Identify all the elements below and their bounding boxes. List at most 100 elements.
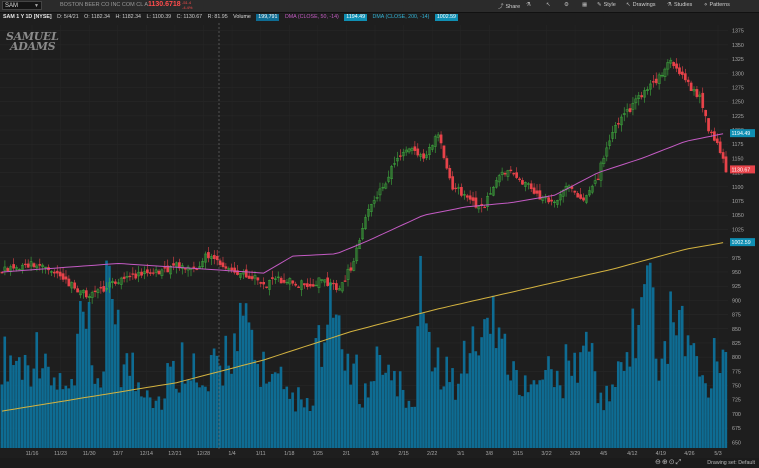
price-change: -51.4 -4.4% bbox=[182, 0, 192, 10]
candle-body bbox=[596, 178, 600, 181]
candle-body bbox=[451, 176, 455, 190]
change-abs: -51.4 bbox=[182, 0, 192, 5]
candle-body bbox=[73, 282, 77, 289]
price-tick-label: 950 bbox=[732, 270, 741, 276]
candle-body bbox=[509, 169, 513, 172]
volume-bar bbox=[555, 370, 559, 448]
candle-body bbox=[230, 267, 234, 271]
zoom-reset-icon[interactable]: ⊙ bbox=[668, 459, 676, 466]
volume-bar bbox=[236, 351, 239, 448]
volume-bar bbox=[323, 342, 326, 448]
zoom-out-icon[interactable]: ⊖ bbox=[655, 459, 662, 466]
volume-bar bbox=[611, 384, 614, 448]
volume-bar bbox=[3, 336, 7, 448]
studies-label: Studies bbox=[673, 2, 693, 8]
volume-bar bbox=[227, 365, 230, 448]
volume-bar bbox=[352, 363, 355, 448]
candle-body bbox=[305, 283, 309, 287]
grid-button[interactable]: ▦ bbox=[582, 2, 589, 8]
settings-button[interactable]: ⚙ bbox=[564, 2, 571, 8]
volume-bar bbox=[195, 382, 198, 448]
volume-bar bbox=[387, 364, 390, 448]
volume-bar bbox=[87, 301, 91, 448]
candle-body bbox=[332, 282, 335, 285]
volume-bar bbox=[590, 343, 594, 448]
volume-bar bbox=[721, 349, 725, 448]
volume-bar bbox=[398, 371, 402, 448]
candle-body bbox=[500, 171, 504, 175]
drawing-set-label[interactable]: Drawing set: Default bbox=[707, 460, 755, 466]
candlestick-series bbox=[0, 57, 728, 304]
volume-bar bbox=[637, 324, 640, 448]
candle-body bbox=[625, 109, 629, 112]
candle-body bbox=[398, 155, 402, 157]
candle-body bbox=[26, 263, 30, 268]
flask-button[interactable]: ⚗ bbox=[526, 2, 533, 8]
volume-bar bbox=[715, 361, 719, 448]
share-button[interactable]: ⤴ Share bbox=[498, 2, 520, 10]
candle-body bbox=[681, 71, 684, 75]
candle-body bbox=[468, 195, 472, 200]
volume-bar bbox=[404, 407, 408, 448]
expand-icon[interactable]: ⤢ bbox=[675, 459, 683, 466]
zoom-in-icon[interactable]: ⊕ bbox=[661, 459, 669, 466]
candle-body bbox=[256, 277, 260, 281]
volume-bar bbox=[349, 384, 353, 448]
volume-bar bbox=[523, 375, 527, 448]
pointer-button[interactable]: ↖ bbox=[546, 2, 553, 8]
drawings-label: Drawings bbox=[632, 2, 656, 8]
gear-icon: ⚙ bbox=[564, 2, 569, 8]
volume-bar bbox=[108, 265, 111, 448]
candle-body bbox=[430, 145, 434, 150]
volume-bar bbox=[430, 371, 434, 448]
volume-bar bbox=[518, 394, 521, 448]
volume-bar bbox=[122, 364, 126, 448]
volume-bar bbox=[614, 386, 617, 448]
volume-bar bbox=[337, 315, 341, 448]
volume-bar bbox=[651, 287, 655, 448]
volume-bar bbox=[413, 406, 417, 448]
zoom-controls[interactable]: ⊖⊕⊙⤢ bbox=[655, 458, 682, 467]
volume-bar bbox=[489, 333, 492, 448]
patterns-button[interactable]: ⋄ Patterns bbox=[704, 2, 730, 8]
volume-bar bbox=[619, 362, 623, 448]
volume-bar bbox=[480, 337, 483, 448]
price-axis[interactable]: 1375135013251300127512501225120011751150… bbox=[732, 29, 744, 447]
volume-bar bbox=[38, 378, 41, 448]
style-label: Style bbox=[603, 2, 616, 8]
drawings-button[interactable]: ↖ Drawings bbox=[626, 2, 656, 8]
candle-body bbox=[526, 183, 530, 185]
candle-body bbox=[212, 254, 216, 259]
candle-body bbox=[128, 275, 132, 278]
candle-body bbox=[105, 288, 109, 290]
candle-body bbox=[704, 109, 707, 117]
volume-bar bbox=[640, 297, 643, 448]
candle-body bbox=[477, 206, 481, 210]
volume-bar bbox=[474, 351, 478, 448]
price-tick-label: 825 bbox=[732, 341, 741, 347]
symbol-input[interactable]: SAM ▼ bbox=[2, 1, 42, 10]
volume-bar bbox=[183, 383, 187, 448]
date-tick-label: 4/5 bbox=[600, 451, 607, 457]
volume-bar bbox=[608, 401, 611, 448]
candle-body bbox=[428, 147, 431, 155]
candle-body bbox=[79, 290, 82, 296]
chart-grid bbox=[0, 25, 728, 448]
candle-body bbox=[497, 175, 501, 183]
share-icon: ⤴ bbox=[498, 4, 504, 10]
style-button[interactable]: ✎ Style bbox=[597, 2, 616, 8]
candle-body bbox=[268, 279, 271, 290]
candle-body bbox=[221, 262, 225, 267]
candle-body bbox=[564, 186, 568, 191]
volume-bar bbox=[384, 372, 387, 448]
candle-body bbox=[407, 148, 411, 153]
volume-bar bbox=[718, 372, 722, 448]
candle-body bbox=[297, 286, 300, 288]
studies-button[interactable]: ⚗ Studies bbox=[667, 2, 692, 8]
volume-bars bbox=[0, 255, 728, 448]
volume-bar bbox=[285, 386, 289, 448]
time-axis[interactable]: 11/16 11/23 11/30 12/7 12/14 12/21 12/28 1/4 1/1… bbox=[26, 451, 722, 457]
volume-bar bbox=[314, 338, 318, 448]
info-range: R: 81.95 bbox=[207, 14, 228, 20]
